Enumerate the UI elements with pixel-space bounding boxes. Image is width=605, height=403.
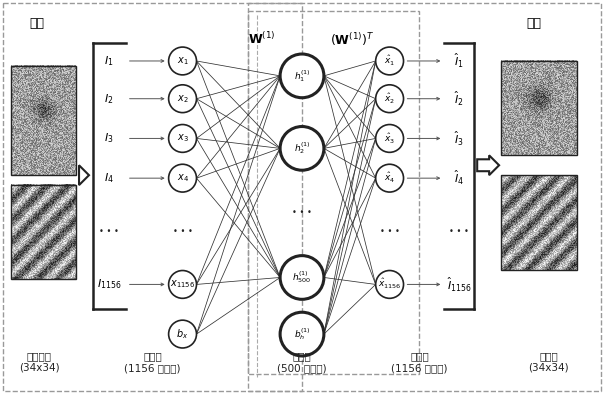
Text: $b_x$: $b_x$	[177, 327, 189, 341]
Text: (34x34): (34x34)	[529, 363, 569, 373]
Text: $h_2^{(1)}$: $h_2^{(1)}$	[293, 141, 310, 156]
Text: $h_1^{(1)}$: $h_1^{(1)}$	[293, 68, 310, 84]
Text: (34x34): (34x34)	[19, 363, 59, 373]
Circle shape	[280, 54, 324, 98]
Text: • • •: • • •	[99, 227, 119, 236]
Circle shape	[280, 256, 324, 299]
Text: $\hat{x}_4$: $\hat{x}_4$	[384, 171, 395, 185]
Text: 隐含层: 隐含层	[293, 351, 312, 361]
Bar	[11, 185, 76, 279]
Text: $x_3$: $x_3$	[177, 133, 188, 144]
Bar	[11, 66, 76, 175]
Circle shape	[376, 164, 404, 192]
Text: $x_1$: $x_1$	[177, 55, 188, 67]
Text: $\hat{x}_{1156}$: $\hat{x}_{1156}$	[378, 277, 401, 291]
Text: (500 个单元): (500 个单元)	[277, 363, 327, 373]
Text: 输入小块: 输入小块	[27, 351, 51, 361]
Text: 输入层: 输入层	[143, 351, 162, 361]
Text: $I_2$: $I_2$	[104, 92, 114, 106]
Circle shape	[376, 47, 404, 75]
Text: $x_{1156}$: $x_{1156}$	[170, 278, 195, 290]
Circle shape	[376, 85, 404, 112]
Text: $I_{1156}$: $I_{1156}$	[97, 278, 121, 291]
Text: $\hat{x}_3$: $\hat{x}_3$	[384, 131, 395, 145]
Text: $I_3$: $I_3$	[104, 131, 114, 145]
Text: $(\mathbf{W}^{(1)})^T$: $(\mathbf{W}^{(1)})^T$	[330, 31, 374, 48]
Text: $\hat{I}_3$: $\hat{I}_3$	[454, 129, 464, 147]
Circle shape	[376, 125, 404, 152]
Text: 输出层: 输出层	[410, 351, 429, 361]
Text: (1156 个单元): (1156 个单元)	[125, 363, 181, 373]
Circle shape	[280, 312, 324, 356]
Text: • • •: • • •	[450, 227, 469, 236]
Circle shape	[169, 164, 197, 192]
Text: (1156 个单元): (1156 个单元)	[391, 363, 448, 373]
Text: $\hat{I}_4$: $\hat{I}_4$	[454, 169, 464, 187]
Circle shape	[169, 85, 197, 112]
Circle shape	[280, 127, 324, 170]
Bar	[501, 61, 577, 155]
Polygon shape	[477, 155, 499, 175]
Circle shape	[376, 270, 404, 298]
Text: $x_4$: $x_4$	[177, 172, 189, 184]
Circle shape	[169, 270, 197, 298]
Bar	[501, 175, 577, 270]
Text: • • •: • • •	[380, 227, 399, 236]
Text: $\hat{x}_2$: $\hat{x}_2$	[384, 91, 395, 106]
Text: 解码: 解码	[526, 17, 541, 30]
Text: $\hat{x}_1$: $\hat{x}_1$	[384, 54, 395, 68]
Circle shape	[169, 47, 197, 75]
Circle shape	[169, 125, 197, 152]
Text: $h_{500}^{(1)}$: $h_{500}^{(1)}$	[292, 270, 312, 285]
Text: • • •: • • •	[292, 208, 312, 218]
Text: $b_h^{(1)}$: $b_h^{(1)}$	[293, 326, 310, 342]
Text: 编码: 编码	[29, 17, 44, 30]
Text: $\hat{I}_{1156}$: $\hat{I}_{1156}$	[447, 275, 472, 293]
Text: $\mathbf{W}^{(1)}$: $\mathbf{W}^{(1)}$	[249, 31, 276, 47]
Text: 重构层: 重构层	[540, 351, 558, 361]
Text: $I_1$: $I_1$	[104, 54, 114, 68]
Circle shape	[169, 320, 197, 348]
Text: $I_4$: $I_4$	[104, 171, 114, 185]
Polygon shape	[79, 165, 89, 185]
Text: • • •: • • •	[172, 227, 192, 236]
Text: $\hat{I}_2$: $\hat{I}_2$	[454, 89, 464, 108]
Text: $\hat{I}_1$: $\hat{I}_1$	[454, 52, 464, 70]
Text: $x_2$: $x_2$	[177, 93, 188, 105]
